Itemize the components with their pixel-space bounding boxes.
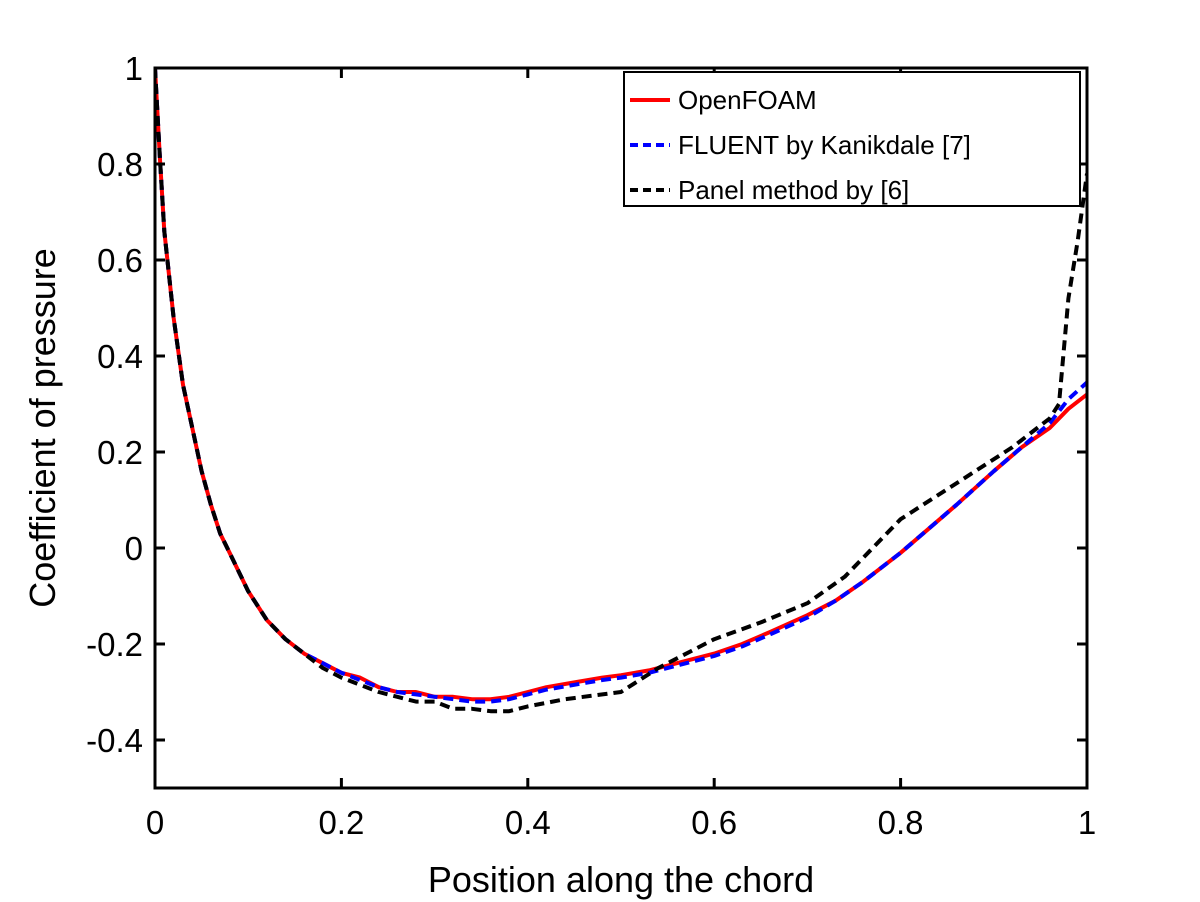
tick-labels: 0 0.2 0.4 0.6 0.8 1 -0.4 -0.2 0 0.2 0.4 0.6 0.8 1 bbox=[86, 50, 1096, 841]
legend-label-fluent-by-kanikdale-7: FLUENT by Kanikdale [7] bbox=[678, 130, 971, 160]
legend-label-openfoam: OpenFOAM bbox=[678, 85, 817, 115]
axes-frame bbox=[153, 66, 1089, 790]
y-tick-label: 0.6 bbox=[97, 242, 143, 279]
x-tick-label: 0 bbox=[146, 804, 164, 841]
legend-box bbox=[623, 71, 1081, 207]
y-tick-label: -0.2 bbox=[86, 626, 143, 663]
y-axis-label: Coefficient of pressure bbox=[22, 248, 63, 608]
y-tick-label: 1 bbox=[125, 50, 143, 87]
y-tick-label: 0.2 bbox=[97, 434, 143, 471]
series-line-panel-method-by-6 bbox=[155, 68, 1087, 714]
legend-label-panel-method-by-6: Panel method by [6] bbox=[678, 175, 909, 205]
x-tick-label: 0.2 bbox=[318, 804, 364, 841]
y-tick-label: 0.4 bbox=[97, 338, 143, 375]
legend-entries: OpenFOAM FLUENT by Kanikdale [7] Panel met… bbox=[630, 85, 971, 205]
x-tick-label: 1 bbox=[1078, 804, 1096, 841]
x-tick-label: 0.4 bbox=[505, 804, 551, 841]
plot-lines bbox=[155, 68, 1087, 714]
y-tick-label: 0 bbox=[125, 530, 143, 567]
x-tick-label: 0.6 bbox=[691, 804, 737, 841]
y-tick-label: -0.4 bbox=[86, 722, 143, 759]
x-tick-label: 0.8 bbox=[878, 804, 924, 841]
series-line-openfoam bbox=[155, 68, 1087, 702]
legend: OpenFOAM FLUENT by Kanikdale [7] Panel met… bbox=[623, 71, 1081, 207]
x-axis-label: Position along the chord bbox=[428, 859, 814, 900]
y-tick-label: 0.8 bbox=[97, 146, 143, 183]
